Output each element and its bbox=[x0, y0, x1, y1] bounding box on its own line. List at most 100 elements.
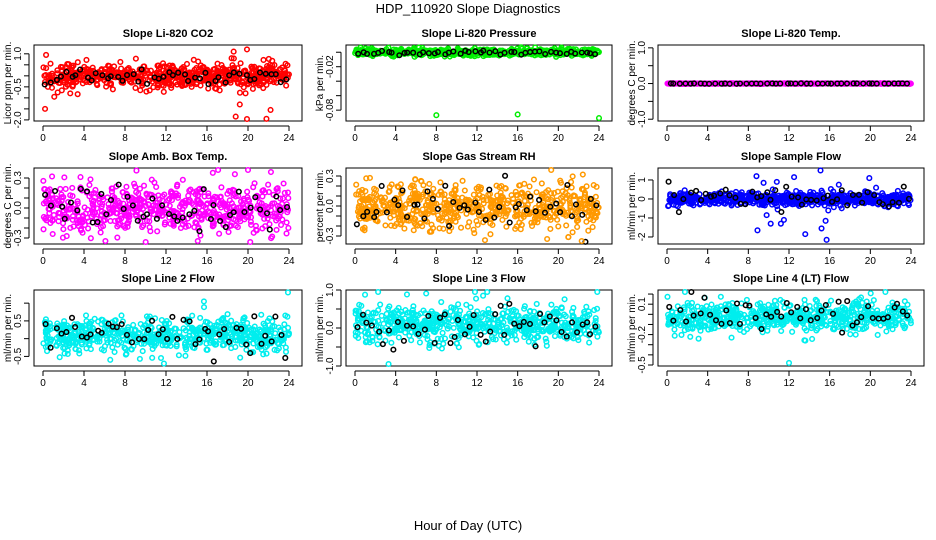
data-point bbox=[197, 314, 204, 321]
hourly-point bbox=[388, 49, 395, 56]
hourly-point bbox=[464, 206, 471, 213]
data-point bbox=[99, 201, 106, 208]
data-point bbox=[72, 345, 79, 352]
data-point bbox=[200, 304, 208, 311]
outlier-point bbox=[754, 227, 761, 234]
hourly-point bbox=[230, 69, 237, 76]
data-point bbox=[137, 87, 144, 94]
hourly-point bbox=[160, 73, 167, 80]
data-point bbox=[203, 201, 210, 208]
data-point bbox=[81, 221, 88, 229]
hourly-point bbox=[424, 188, 431, 195]
data-point bbox=[256, 199, 263, 206]
data-point bbox=[63, 233, 70, 240]
data-point bbox=[189, 212, 196, 219]
hourly-point bbox=[506, 219, 513, 226]
hourly-point bbox=[579, 211, 586, 218]
data-point bbox=[116, 199, 123, 206]
data-point bbox=[54, 89, 61, 96]
x-tick-label: 8 bbox=[434, 133, 440, 144]
x-tick-label: 20 bbox=[553, 256, 565, 267]
data-point bbox=[558, 44, 565, 51]
hourly-point bbox=[429, 195, 436, 202]
data-point bbox=[61, 174, 68, 181]
x-tick-label: 20 bbox=[242, 256, 254, 267]
x-tick-label: 0 bbox=[664, 256, 670, 267]
data-point bbox=[534, 215, 542, 223]
data-point bbox=[58, 191, 65, 198]
outlier-point bbox=[51, 93, 58, 100]
hourly-point bbox=[401, 49, 408, 56]
data-point bbox=[142, 238, 149, 246]
data-point bbox=[116, 202, 123, 209]
data-point bbox=[203, 346, 210, 353]
data-point bbox=[69, 184, 76, 191]
data-point bbox=[183, 60, 191, 68]
data-point bbox=[247, 238, 254, 246]
data-point bbox=[216, 230, 223, 237]
data-point bbox=[142, 322, 149, 329]
data-point bbox=[259, 187, 266, 194]
data-point bbox=[437, 179, 444, 186]
data-point bbox=[159, 60, 167, 67]
hourly-point bbox=[41, 81, 48, 88]
hourly-point bbox=[200, 186, 207, 193]
data-point bbox=[218, 184, 225, 191]
data-point bbox=[382, 222, 389, 229]
hourly-point bbox=[563, 50, 570, 57]
data-point bbox=[125, 217, 132, 224]
data-point bbox=[154, 228, 161, 235]
outlier-point bbox=[835, 181, 842, 188]
outlier-point bbox=[767, 220, 774, 227]
data-point bbox=[65, 206, 72, 213]
data-point bbox=[565, 234, 572, 241]
hourly-point bbox=[853, 80, 860, 87]
data-point bbox=[395, 216, 402, 223]
data-point bbox=[244, 188, 251, 195]
data-point bbox=[79, 212, 86, 219]
data-point bbox=[525, 338, 532, 345]
hourly-point bbox=[670, 80, 677, 87]
hourly-point bbox=[98, 190, 105, 197]
hourly-point bbox=[107, 196, 115, 204]
x-tick-label: 8 bbox=[434, 256, 440, 267]
data-point bbox=[224, 203, 231, 210]
data-point bbox=[141, 198, 148, 205]
data-point bbox=[499, 200, 506, 207]
data-point bbox=[363, 175, 370, 182]
hourly-point bbox=[434, 49, 441, 56]
data-point bbox=[81, 70, 88, 77]
hourly-point bbox=[175, 69, 182, 76]
data-point bbox=[131, 180, 138, 187]
data-point bbox=[545, 196, 552, 203]
x-tick-label: 4 bbox=[705, 133, 711, 144]
hourly-point bbox=[159, 202, 166, 209]
panel-title: Slope Amb. Box Temp. bbox=[109, 151, 228, 163]
hourly-point bbox=[396, 52, 403, 59]
data-point bbox=[594, 288, 601, 296]
data-point bbox=[53, 200, 60, 208]
x-tick-label: 24 bbox=[283, 378, 295, 389]
data-point bbox=[441, 196, 448, 203]
data-point bbox=[47, 216, 54, 223]
hourly-point bbox=[138, 66, 145, 73]
data-point bbox=[532, 204, 539, 212]
data-point bbox=[170, 222, 177, 229]
hourly-point bbox=[247, 204, 254, 211]
data-point bbox=[228, 317, 235, 324]
hourly-point bbox=[777, 80, 784, 87]
outlier-point bbox=[267, 106, 274, 114]
data-point bbox=[415, 195, 422, 202]
x-tick-label: 12 bbox=[783, 256, 795, 267]
data-point bbox=[547, 190, 555, 197]
data-point bbox=[285, 224, 292, 232]
x-tick-label: 12 bbox=[160, 256, 172, 267]
data-point bbox=[192, 219, 199, 226]
x-tick-label: 0 bbox=[40, 256, 46, 267]
hourly-point bbox=[371, 214, 378, 221]
data-point bbox=[146, 87, 153, 94]
y-tick-label: -0.3 bbox=[13, 229, 24, 247]
data-point bbox=[437, 188, 444, 195]
hourly-point bbox=[47, 202, 55, 209]
